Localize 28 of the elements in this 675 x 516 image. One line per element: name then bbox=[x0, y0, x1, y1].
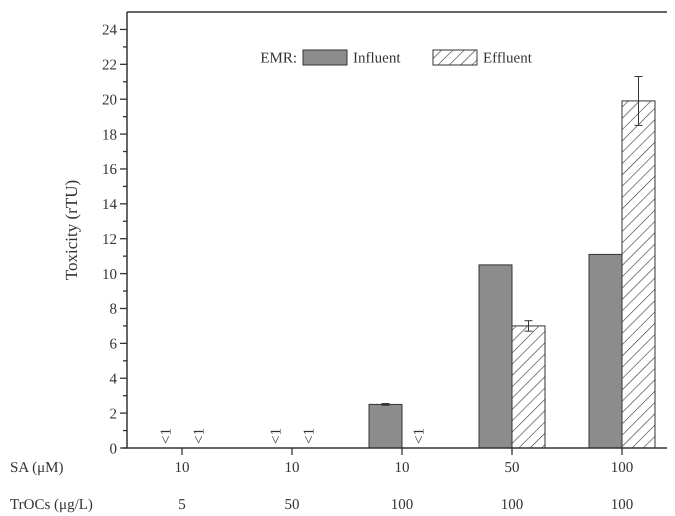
annotation: <1 bbox=[412, 428, 428, 444]
legend-label: Effluent bbox=[483, 50, 533, 66]
legend-title: EMR: bbox=[260, 50, 297, 66]
y-tick-label: 8 bbox=[110, 302, 117, 318]
annotation: <1 bbox=[192, 428, 208, 444]
y-tick-label: 22 bbox=[102, 58, 117, 74]
category-label: 10 5 bbox=[174, 460, 190, 513]
y-tick-label: 20 bbox=[102, 92, 117, 108]
legend-label: Influent bbox=[353, 50, 402, 66]
category-label: 50 100 bbox=[500, 460, 524, 513]
category-label: 10 50 bbox=[284, 460, 300, 513]
y-tick-label: 16 bbox=[102, 162, 118, 178]
y-tick-label: 24 bbox=[102, 22, 118, 39]
annotation: <1 bbox=[268, 428, 284, 444]
category-label: 100 100 bbox=[610, 460, 634, 513]
y-axis-title: Toxicity (rTU) bbox=[62, 180, 81, 280]
text: SA (μM) TrOCs (μg/L) bbox=[10, 460, 93, 513]
y-tick-label: 10 bbox=[102, 266, 117, 283]
y-tick-label: 12 bbox=[102, 232, 117, 248]
y-tick-label: 18 bbox=[102, 127, 117, 144]
category-label: 10 100 bbox=[390, 460, 414, 513]
annotation: <1 bbox=[302, 428, 318, 444]
y-tick-label: 0 bbox=[110, 441, 117, 458]
annotation: <1 bbox=[158, 428, 174, 444]
y-tick-label: 6 bbox=[110, 336, 118, 353]
y-tick-label: 14 bbox=[102, 197, 118, 214]
y-tick-label: 2 bbox=[110, 406, 117, 422]
y-tick-label: 4 bbox=[110, 371, 118, 388]
